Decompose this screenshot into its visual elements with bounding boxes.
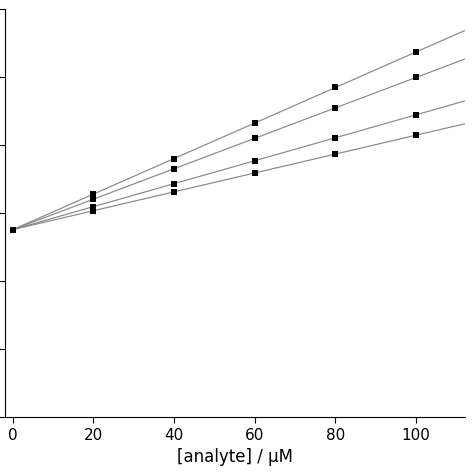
X-axis label: [analyte] / μM: [analyte] / μM bbox=[177, 448, 292, 466]
